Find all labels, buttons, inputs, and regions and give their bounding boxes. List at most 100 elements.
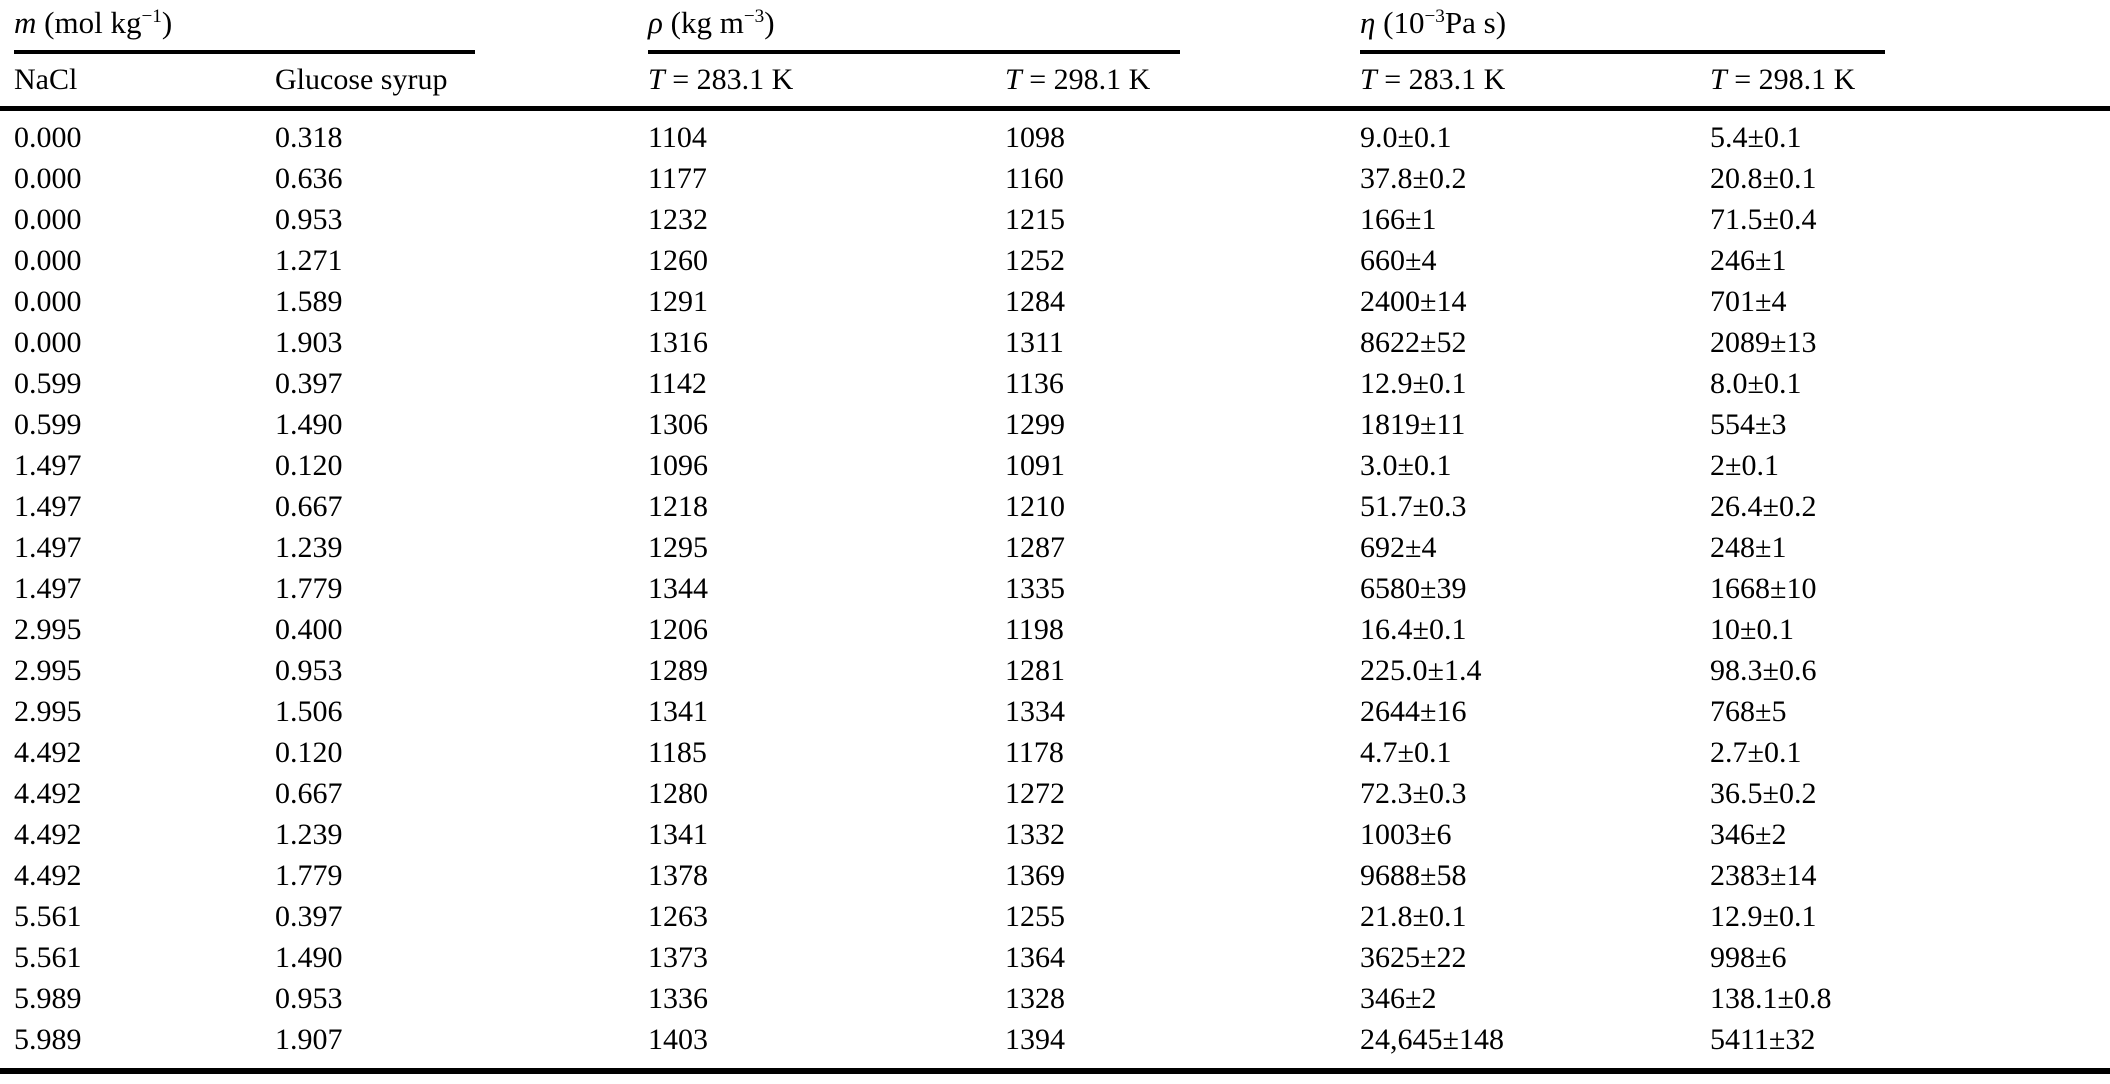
table-cell: 0.397: [275, 366, 343, 400]
table-row: 0.000 0.636 1177 1160 37.8±0.2 20.8±0.1: [0, 158, 2110, 199]
table-row: 0.599 1.490 1306 1299 1819±11 554±3: [0, 404, 2110, 445]
table-cell: 166±1: [1360, 202, 1437, 236]
table-cell: 26.4±0.2: [1710, 489, 1817, 523]
spanner-rule-viscosity: [1360, 50, 1885, 54]
table-cell: 660±4: [1360, 243, 1437, 277]
table-row: 0.000 1.589 1291 1284 2400±14 701±4: [0, 281, 2110, 322]
symbol-eta: η: [1360, 5, 1376, 40]
table-cell: 0.000: [14, 120, 82, 154]
table-cell: 1.490: [275, 407, 343, 441]
table-cell: 1403: [648, 1022, 708, 1056]
table-cell: 2±0.1: [1710, 448, 1779, 482]
table-cell: 36.5±0.2: [1710, 776, 1817, 810]
table-cell: 1.497: [14, 489, 82, 523]
table-cell: 0.599: [14, 366, 82, 400]
table-cell: 98.3±0.6: [1710, 653, 1817, 687]
table-cell: 1142: [648, 366, 707, 400]
table-cell: 0.120: [275, 735, 343, 769]
table-row: 4.492 0.120 1185 1178 4.7±0.1 2.7±0.1: [0, 732, 2110, 773]
table-cell: 1328: [1005, 981, 1065, 1015]
table-cell: 20.8±0.1: [1710, 161, 1817, 195]
table-cell: 1003±6: [1360, 817, 1452, 851]
header-text-part: = 298.1 K: [1021, 63, 1151, 96]
group-header-viscosity: η (10−3Pa s): [1346, 0, 2110, 54]
table-cell: 1668±10: [1710, 571, 1817, 605]
symbol-rho: ρ: [648, 5, 663, 40]
table-cell: 1291: [648, 284, 708, 318]
table-cell: 1177: [648, 161, 707, 195]
table-cell: 1.506: [275, 694, 343, 728]
table-cell: 1263: [648, 899, 708, 933]
table-cell: 1378: [648, 858, 708, 892]
unit-text: (mol kg: [36, 5, 142, 40]
table-row: 1.497 1.779 1344 1335 6580±39 1668±10: [0, 568, 2110, 609]
table-cell: 1341: [648, 694, 708, 728]
table-cell: 1206: [648, 612, 708, 646]
table-cell: 1369: [1005, 858, 1065, 892]
table-row: 0.000 1.271 1260 1252 660±4 246±1: [0, 240, 2110, 281]
table-cell: 2383±14: [1710, 858, 1817, 892]
table-cell: 9.0±0.1: [1360, 120, 1452, 154]
table-cell: 1281: [1005, 653, 1065, 687]
table-cell: 1316: [648, 325, 708, 359]
table-cell: 0.000: [14, 161, 82, 195]
table-row: 5.989 1.907 1403 1394 24,645±148 5411±32: [0, 1019, 2110, 1071]
table-cell: 24,645±148: [1360, 1022, 1504, 1056]
header-text-part: NaCl: [14, 63, 78, 96]
table-cell: 1252: [1005, 243, 1065, 277]
table-cell: 5.4±0.1: [1710, 120, 1802, 154]
table-cell: 9688±58: [1360, 858, 1467, 892]
table-row: 4.492 1.779 1378 1369 9688±58 2383±14: [0, 855, 2110, 896]
header-italic-part: T: [1710, 63, 1727, 96]
table-cell: 248±1: [1710, 530, 1787, 564]
table-cell: 1.271: [275, 243, 343, 277]
table-cell: 1178: [1005, 735, 1064, 769]
table-cell: 2.995: [14, 653, 82, 687]
table-cell: 3625±22: [1360, 940, 1467, 974]
table-cell: 1.907: [275, 1022, 343, 1056]
table-cell: 0.667: [275, 776, 343, 810]
table-cell: 2.7±0.1: [1710, 735, 1802, 769]
table-row: 1.497 0.667 1218 1210 51.7±0.3 26.4±0.2: [0, 486, 2110, 527]
unit-text: (kg m: [662, 5, 744, 40]
table-cell: 1311: [1005, 325, 1064, 359]
column-header-viscosity-t283: T = 283.1 K: [1346, 54, 1696, 111]
table-body: 0.000 0.318 1104 1098 9.0±0.1 5.4±0.1 0.000 0.6…: [0, 109, 2110, 1072]
table-cell: 3.0±0.1: [1360, 448, 1452, 482]
table-cell: 2.995: [14, 612, 82, 646]
table-cell: 1299: [1005, 407, 1065, 441]
unit-text: (10: [1375, 5, 1425, 40]
group-label-viscosity: η (10−3Pa s): [1360, 5, 2110, 41]
unit-text: ): [764, 5, 775, 40]
table-cell: 1215: [1005, 202, 1065, 236]
table-cell: 0.953: [275, 202, 343, 236]
sub-header-row: NaCl Glucose syrup T = 283.1 K T = 298.1…: [0, 54, 2110, 111]
table-cell: 8.0±0.1: [1710, 366, 1802, 400]
table-cell: 1364: [1005, 940, 1065, 974]
table-cell: 0.599: [14, 407, 82, 441]
column-header-glucose-syrup: Glucose syrup: [261, 54, 634, 111]
table-row: 0.000 0.953 1232 1215 166±1 71.5±0.4: [0, 199, 2110, 240]
table-cell: 1232: [648, 202, 708, 236]
table-cell: 1.903: [275, 325, 343, 359]
table-cell: 5.561: [14, 899, 82, 933]
table-cell: 0.400: [275, 612, 343, 646]
table-row: 0.000 0.318 1104 1098 9.0±0.1 5.4±0.1: [0, 109, 2110, 159]
table-cell: 768±5: [1710, 694, 1787, 728]
column-header-density-t298: T = 298.1 K: [991, 54, 1346, 111]
table-cell: 0.120: [275, 448, 343, 482]
table-cell: 1289: [648, 653, 708, 687]
table-cell: 1.779: [275, 858, 343, 892]
table-cell: 5.561: [14, 940, 82, 974]
table-row: 0.599 0.397 1142 1136 12.9±0.1 8.0±0.1: [0, 363, 2110, 404]
table-row: 1.497 1.239 1295 1287 692±4 248±1: [0, 527, 2110, 568]
group-header-row: m (mol kg−1) ρ (kg m−3) η (10−3Pa s): [0, 0, 2110, 54]
table-cell: 1336: [648, 981, 708, 1015]
table-cell: 1255: [1005, 899, 1065, 933]
unit-text: ): [161, 5, 173, 40]
table-cell: 0.636: [275, 161, 343, 195]
table-cell: 8622±52: [1360, 325, 1467, 359]
table-cell: 1.779: [275, 571, 343, 605]
header-italic-part: T: [1360, 63, 1377, 96]
